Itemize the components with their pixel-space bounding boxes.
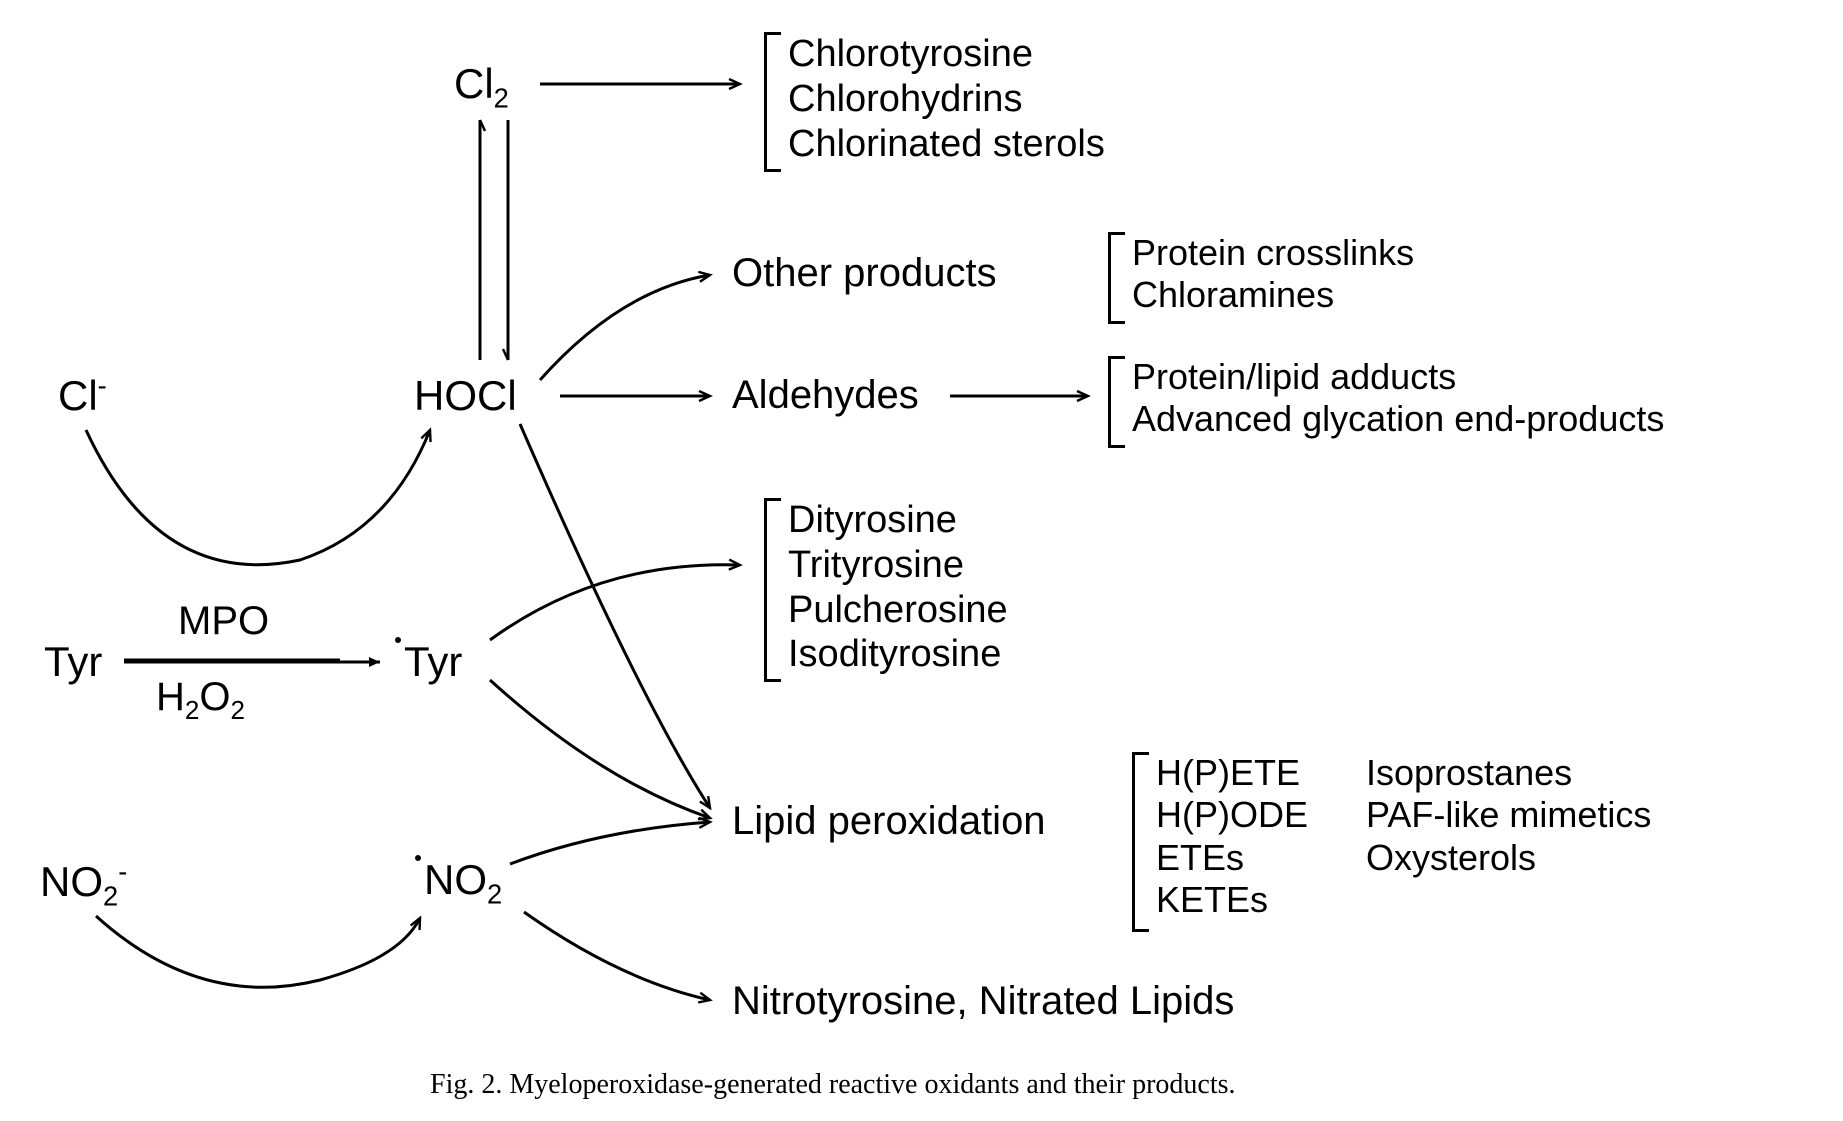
node-otherProducts: Other products bbox=[732, 252, 997, 294]
node-clA: Cl- bbox=[58, 372, 107, 418]
node-h2o2: H2O2 bbox=[156, 676, 245, 724]
figure-caption: Fig. 2. Myeloperoxidase-generated reacti… bbox=[430, 1070, 1236, 1099]
arrow-no2R-to-lipid bbox=[510, 822, 710, 864]
node-tyrR: Tyr bbox=[404, 640, 462, 684]
bracket-col2-lipidProd: Isoprostanes PAF-like mimetics Oxysterol… bbox=[1366, 752, 1651, 879]
bracket-text-otherProd: Protein crosslinks Chloramines bbox=[1132, 232, 1414, 317]
arrow-tyrR-to-lipid bbox=[490, 680, 710, 818]
arrow-hocl-to-other bbox=[540, 275, 710, 380]
node-lipidPeroxidation: Lipid peroxidation bbox=[732, 800, 1046, 842]
arrow-hocl-to-lipid bbox=[520, 424, 710, 808]
bracket-lipidProd bbox=[1132, 752, 1135, 932]
bracket-text-tyrProd: Dityrosine Trityrosine Pulcherosine Isod… bbox=[788, 498, 1008, 677]
arrow-cl-to-hocl bbox=[86, 430, 430, 565]
node-mpo: MPO bbox=[178, 600, 269, 642]
node-no2A: NO2- bbox=[40, 858, 127, 911]
arrow-no2R-to-nitro bbox=[524, 912, 710, 1000]
bracket-cl2Prod bbox=[764, 32, 767, 172]
node-tyr: Tyr bbox=[44, 640, 102, 684]
bracket-aldeProd bbox=[1108, 356, 1111, 448]
node-cl2: Cl2 bbox=[454, 62, 509, 113]
node-nitroTyr: Nitrotyrosine, Nitrated Lipids bbox=[732, 980, 1234, 1022]
node-hocl: HOCl bbox=[414, 374, 517, 418]
radical-dot bbox=[395, 637, 401, 643]
bracket-otherProd bbox=[1108, 232, 1111, 324]
bracket-text-cl2Prod: Chlorotyrosine Chlorohydrins Chlorinated… bbox=[788, 32, 1105, 166]
bracket-col1-lipidProd: H(P)ETE H(P)ODE ETEs KETEs bbox=[1156, 752, 1308, 922]
bracket-tyrProd bbox=[764, 498, 767, 682]
arrow-no2-to-no2R bbox=[96, 916, 420, 987]
node-no2R: NO2 bbox=[424, 858, 502, 909]
node-aldehydes: Aldehydes bbox=[732, 374, 919, 416]
arrow-tyrR-to-tyrProd bbox=[490, 565, 740, 640]
radical-dot bbox=[415, 855, 421, 861]
bracket-text-aldeProd: Protein/lipid adducts Advanced glycation… bbox=[1132, 356, 1664, 441]
diagram-stage: Fig. 2. Myeloperoxidase-generated reacti… bbox=[0, 0, 1843, 1121]
